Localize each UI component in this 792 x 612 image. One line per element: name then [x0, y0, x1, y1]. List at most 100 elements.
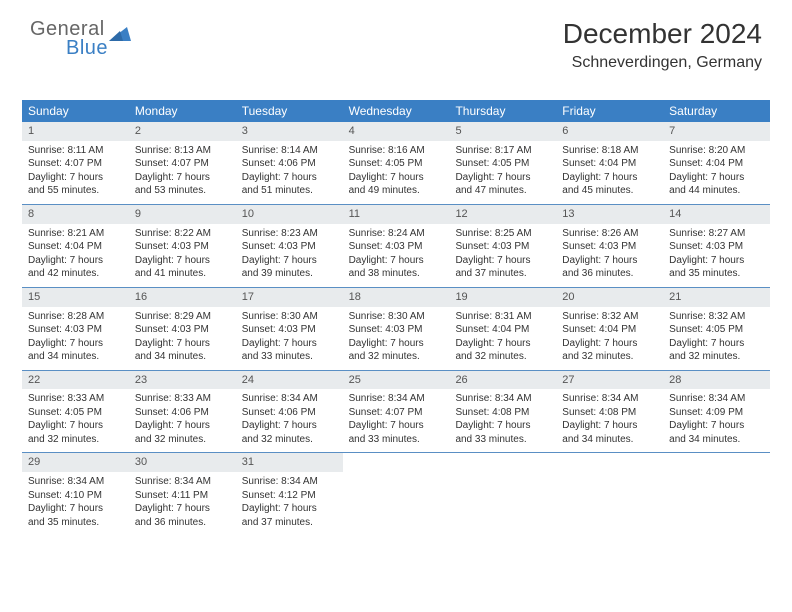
daylight-text: and 38 minutes. [349, 267, 444, 281]
daylight-text: Daylight: 7 hours [455, 171, 550, 185]
day-body: Sunrise: 8:34 AMSunset: 4:07 PMDaylight:… [343, 389, 450, 452]
day-body: Sunrise: 8:11 AMSunset: 4:07 PMDaylight:… [22, 141, 129, 204]
daylight-text: Daylight: 7 hours [562, 419, 657, 433]
day-number: 27 [556, 371, 663, 390]
day-cell: 26Sunrise: 8:34 AMSunset: 4:08 PMDayligh… [449, 371, 556, 453]
day-number: 23 [129, 371, 236, 390]
day-number: 19 [449, 288, 556, 307]
daylight-text: and 45 minutes. [562, 184, 657, 198]
day-cell: 27Sunrise: 8:34 AMSunset: 4:08 PMDayligh… [556, 371, 663, 453]
day-cell [449, 453, 556, 535]
day-number: 17 [236, 288, 343, 307]
day-body: Sunrise: 8:14 AMSunset: 4:06 PMDaylight:… [236, 141, 343, 204]
sunrise-text: Sunrise: 8:32 AM [669, 310, 764, 324]
daylight-text: and 32 minutes. [455, 350, 550, 364]
day-body: Sunrise: 8:22 AMSunset: 4:03 PMDaylight:… [129, 224, 236, 287]
daylight-text: and 39 minutes. [242, 267, 337, 281]
daylight-text: Daylight: 7 hours [349, 337, 444, 351]
sunset-text: Sunset: 4:11 PM [135, 489, 230, 503]
day-number: 2 [129, 122, 236, 141]
day-body: Sunrise: 8:24 AMSunset: 4:03 PMDaylight:… [343, 224, 450, 287]
day-body: Sunrise: 8:34 AMSunset: 4:11 PMDaylight:… [129, 472, 236, 535]
location-label: Schneverdingen, Germany [563, 54, 762, 72]
month-title: December 2024 [563, 18, 762, 50]
day-number: 25 [343, 371, 450, 390]
day-number: 1 [22, 122, 129, 141]
day-body: Sunrise: 8:33 AMSunset: 4:06 PMDaylight:… [129, 389, 236, 452]
sunset-text: Sunset: 4:07 PM [135, 157, 230, 171]
day-body: Sunrise: 8:32 AMSunset: 4:05 PMDaylight:… [663, 307, 770, 370]
sunrise-text: Sunrise: 8:21 AM [28, 227, 123, 241]
sunset-text: Sunset: 4:05 PM [669, 323, 764, 337]
weekday-header-row: SundayMondayTuesdayWednesdayThursdayFrid… [22, 100, 770, 122]
day-body: Sunrise: 8:30 AMSunset: 4:03 PMDaylight:… [236, 307, 343, 370]
sunset-text: Sunset: 4:04 PM [669, 157, 764, 171]
day-body: Sunrise: 8:34 AMSunset: 4:10 PMDaylight:… [22, 472, 129, 535]
daylight-text: Daylight: 7 hours [242, 171, 337, 185]
daylight-text: Daylight: 7 hours [669, 171, 764, 185]
day-number: 31 [236, 453, 343, 472]
day-number: 20 [556, 288, 663, 307]
sunrise-text: Sunrise: 8:32 AM [562, 310, 657, 324]
sunrise-text: Sunrise: 8:11 AM [28, 144, 123, 158]
sunset-text: Sunset: 4:06 PM [135, 406, 230, 420]
daylight-text: Daylight: 7 hours [562, 254, 657, 268]
day-cell [343, 453, 450, 535]
day-cell [556, 453, 663, 535]
day-cell: 25Sunrise: 8:34 AMSunset: 4:07 PMDayligh… [343, 371, 450, 453]
daylight-text: Daylight: 7 hours [562, 337, 657, 351]
header-right: December 2024 Schneverdingen, Germany [563, 18, 762, 72]
sunrise-text: Sunrise: 8:30 AM [242, 310, 337, 324]
daylight-text: and 33 minutes. [349, 433, 444, 447]
week-row: 8Sunrise: 8:21 AMSunset: 4:04 PMDaylight… [22, 205, 770, 288]
sunrise-text: Sunrise: 8:28 AM [28, 310, 123, 324]
daylight-text: Daylight: 7 hours [562, 171, 657, 185]
day-body: Sunrise: 8:21 AMSunset: 4:04 PMDaylight:… [22, 224, 129, 287]
daylight-text: and 49 minutes. [349, 184, 444, 198]
daylight-text: and 36 minutes. [135, 516, 230, 530]
weekday-header: Monday [129, 100, 236, 122]
sunset-text: Sunset: 4:03 PM [349, 323, 444, 337]
sunset-text: Sunset: 4:04 PM [562, 323, 657, 337]
daylight-text: and 42 minutes. [28, 267, 123, 281]
sunrise-text: Sunrise: 8:27 AM [669, 227, 764, 241]
day-number: 8 [22, 205, 129, 224]
day-cell: 21Sunrise: 8:32 AMSunset: 4:05 PMDayligh… [663, 288, 770, 370]
day-body: Sunrise: 8:18 AMSunset: 4:04 PMDaylight:… [556, 141, 663, 204]
sunset-text: Sunset: 4:03 PM [455, 240, 550, 254]
daylight-text: and 32 minutes. [242, 433, 337, 447]
daylight-text: and 33 minutes. [242, 350, 337, 364]
day-body: Sunrise: 8:33 AMSunset: 4:05 PMDaylight:… [22, 389, 129, 452]
sunrise-text: Sunrise: 8:34 AM [349, 392, 444, 406]
weekday-header: Sunday [22, 100, 129, 122]
sunset-text: Sunset: 4:04 PM [455, 323, 550, 337]
day-cell: 23Sunrise: 8:33 AMSunset: 4:06 PMDayligh… [129, 371, 236, 453]
daylight-text: and 33 minutes. [455, 433, 550, 447]
day-body: Sunrise: 8:20 AMSunset: 4:04 PMDaylight:… [663, 141, 770, 204]
day-cell: 19Sunrise: 8:31 AMSunset: 4:04 PMDayligh… [449, 288, 556, 370]
sunrise-text: Sunrise: 8:23 AM [242, 227, 337, 241]
day-cell: 24Sunrise: 8:34 AMSunset: 4:06 PMDayligh… [236, 371, 343, 453]
day-body: Sunrise: 8:32 AMSunset: 4:04 PMDaylight:… [556, 307, 663, 370]
day-body: Sunrise: 8:34 AMSunset: 4:09 PMDaylight:… [663, 389, 770, 452]
daylight-text: and 37 minutes. [242, 516, 337, 530]
sunrise-text: Sunrise: 8:34 AM [242, 392, 337, 406]
day-body: Sunrise: 8:26 AMSunset: 4:03 PMDaylight:… [556, 224, 663, 287]
weekday-header: Saturday [663, 100, 770, 122]
weekday-header: Thursday [449, 100, 556, 122]
daylight-text: Daylight: 7 hours [242, 502, 337, 516]
sunset-text: Sunset: 4:09 PM [669, 406, 764, 420]
daylight-text: and 55 minutes. [28, 184, 123, 198]
daylight-text: and 47 minutes. [455, 184, 550, 198]
sunrise-text: Sunrise: 8:13 AM [135, 144, 230, 158]
daylight-text: Daylight: 7 hours [28, 337, 123, 351]
sunset-text: Sunset: 4:05 PM [455, 157, 550, 171]
day-cell: 8Sunrise: 8:21 AMSunset: 4:04 PMDaylight… [22, 205, 129, 287]
day-body: Sunrise: 8:34 AMSunset: 4:08 PMDaylight:… [449, 389, 556, 452]
day-number: 29 [22, 453, 129, 472]
sunrise-text: Sunrise: 8:22 AM [135, 227, 230, 241]
sunrise-text: Sunrise: 8:33 AM [135, 392, 230, 406]
daylight-text: and 34 minutes. [28, 350, 123, 364]
day-body: Sunrise: 8:29 AMSunset: 4:03 PMDaylight:… [129, 307, 236, 370]
daylight-text: and 36 minutes. [562, 267, 657, 281]
